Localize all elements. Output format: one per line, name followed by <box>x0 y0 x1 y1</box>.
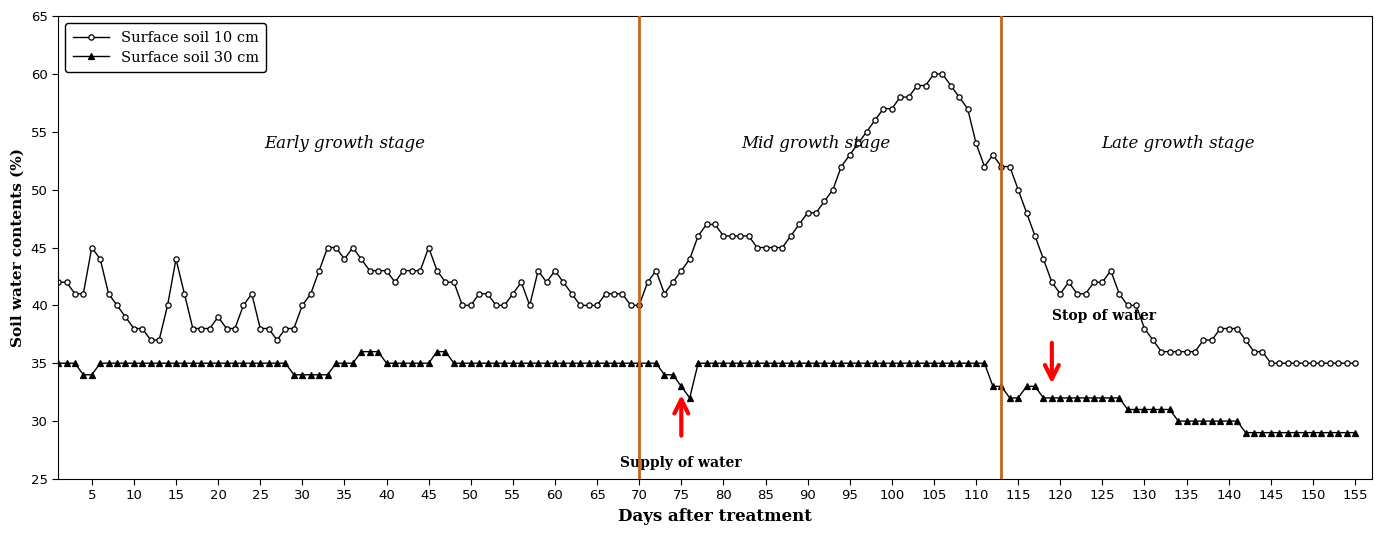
Surface soil 10 cm <box>1347 360 1364 367</box>
Surface soil 10 cm <box>925 71 942 77</box>
Surface soil 30 cm <box>50 360 66 367</box>
Surface soil 10 cm <box>1145 337 1162 343</box>
Surface soil 30 cm <box>353 348 369 355</box>
Text: Stop of water: Stop of water <box>1052 309 1156 323</box>
Surface soil 10 cm <box>1212 325 1228 332</box>
Text: Mid growth stage: Mid growth stage <box>741 135 891 152</box>
Surface soil 30 cm <box>1347 429 1364 436</box>
Surface soil 10 cm <box>1229 325 1246 332</box>
Text: Early growth stage: Early growth stage <box>264 135 425 152</box>
Line: Surface soil 10 cm: Surface soil 10 cm <box>55 71 1358 366</box>
Text: Late growth stage: Late growth stage <box>1101 135 1254 152</box>
Surface soil 10 cm <box>1263 360 1279 367</box>
Legend: Surface soil 10 cm, Surface soil 30 cm: Surface soil 10 cm, Surface soil 30 cm <box>65 24 266 72</box>
Surface soil 30 cm <box>1145 406 1162 413</box>
Surface soil 30 cm <box>1229 418 1246 425</box>
Surface soil 30 cm <box>1322 429 1339 436</box>
Surface soil 30 cm <box>682 394 698 401</box>
Surface soil 10 cm <box>1322 360 1339 367</box>
Surface soil 10 cm <box>960 106 976 112</box>
Y-axis label: Soil water contents (%): Soil water contents (%) <box>11 148 25 347</box>
Surface soil 30 cm <box>1238 429 1254 436</box>
Surface soil 10 cm <box>50 279 66 286</box>
Text: Supply of water: Supply of water <box>621 456 743 470</box>
Line: Surface soil 30 cm: Surface soil 30 cm <box>55 348 1358 436</box>
Surface soil 30 cm <box>1212 418 1228 425</box>
X-axis label: Days after treatment: Days after treatment <box>618 508 812 525</box>
Surface soil 30 cm <box>960 360 976 367</box>
Surface soil 10 cm <box>674 267 690 274</box>
